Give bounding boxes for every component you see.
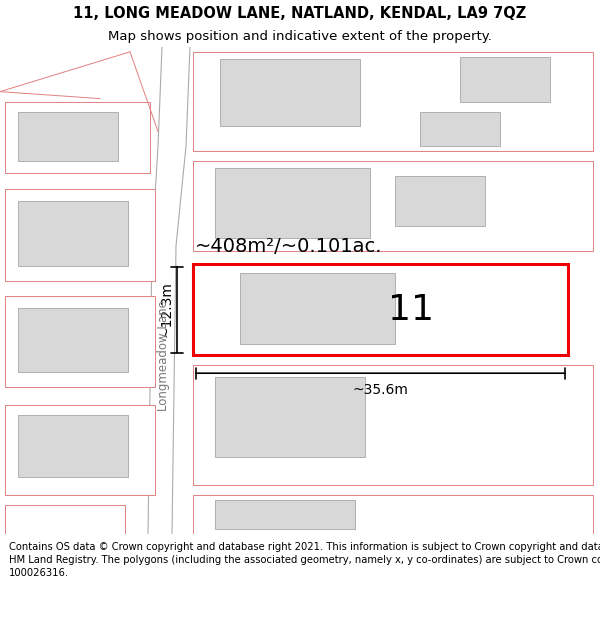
Text: ~408m²/~0.101ac.: ~408m²/~0.101ac. [195, 237, 383, 256]
Bar [18, 415, 128, 477]
Text: Contains OS data © Crown copyright and database right 2021. This information is : Contains OS data © Crown copyright and d… [9, 542, 600, 578]
Bar [420, 111, 500, 146]
Text: Longmeadow Lane: Longmeadow Lane [157, 300, 170, 411]
Bar [5, 296, 155, 387]
Bar [215, 168, 370, 238]
Bar [193, 365, 593, 484]
Bar [193, 52, 593, 151]
Text: 11: 11 [388, 292, 433, 326]
Text: 11, LONG MEADOW LANE, NATLAND, KENDAL, LA9 7QZ: 11, LONG MEADOW LANE, NATLAND, KENDAL, L… [73, 6, 527, 21]
Bar [215, 499, 355, 529]
Text: ~12.3m: ~12.3m [160, 282, 174, 338]
Bar [18, 111, 118, 161]
Polygon shape [148, 47, 190, 534]
Bar [220, 59, 360, 126]
Bar [5, 405, 155, 494]
Bar [193, 264, 568, 355]
Bar [18, 201, 128, 266]
Text: Map shows position and indicative extent of the property.: Map shows position and indicative extent… [108, 30, 492, 43]
Text: ~35.6m: ~35.6m [353, 383, 409, 397]
Bar [18, 308, 128, 372]
Bar [5, 504, 125, 534]
Bar [193, 494, 593, 534]
Bar [240, 272, 395, 344]
Bar [215, 377, 365, 457]
Bar [460, 57, 550, 102]
Bar [5, 102, 150, 173]
Bar [395, 176, 485, 226]
Bar [5, 189, 155, 281]
Bar [193, 161, 593, 251]
